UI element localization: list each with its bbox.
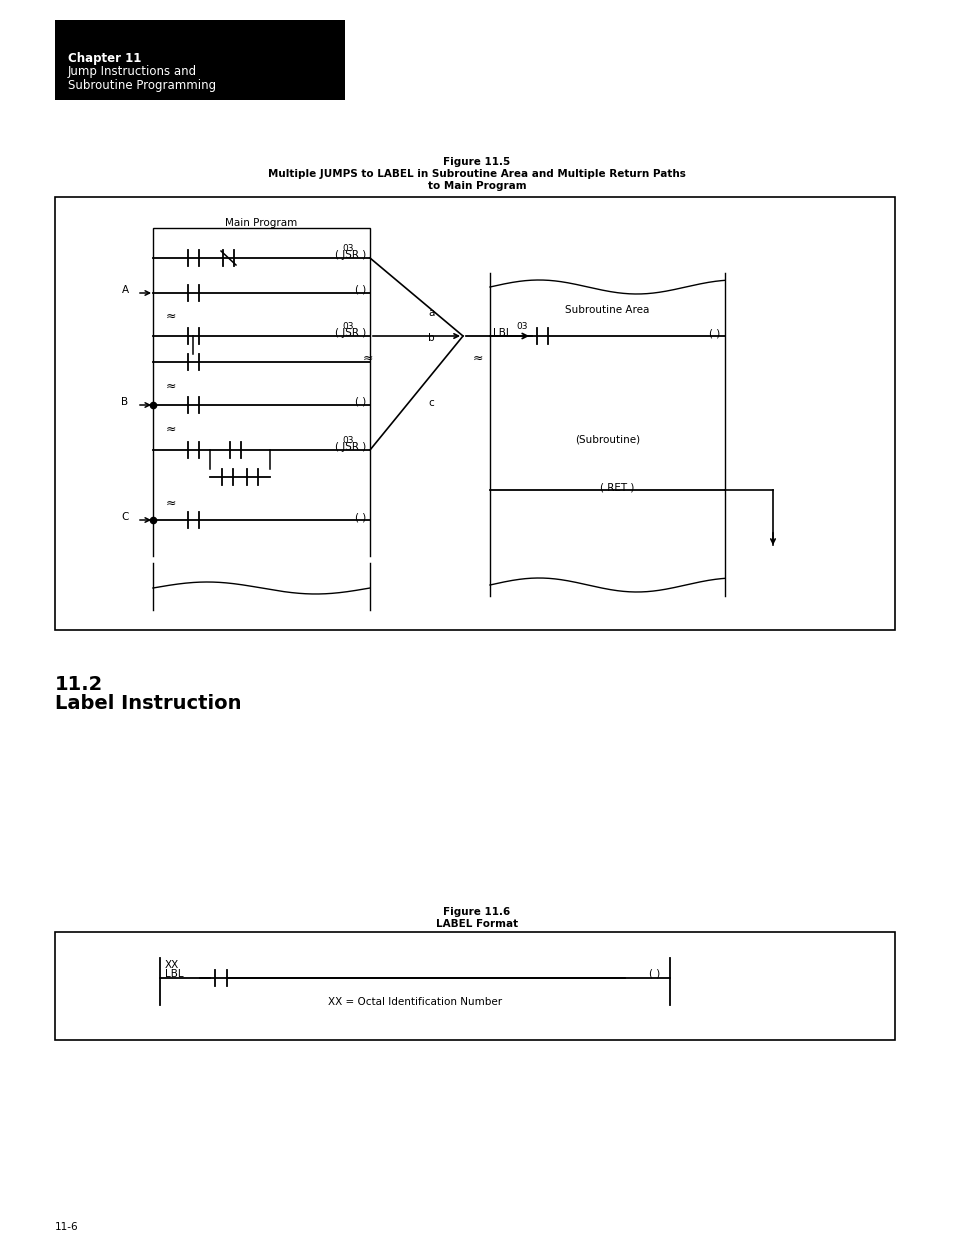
Text: ( ): ( ) xyxy=(355,396,366,408)
Text: 03: 03 xyxy=(516,322,527,331)
Bar xyxy=(490,270,724,600)
Text: ( JSR ): ( JSR ) xyxy=(335,442,366,452)
Text: to Main Program: to Main Program xyxy=(427,182,526,191)
Text: 03: 03 xyxy=(342,245,354,253)
Text: XX = Octal Identification Number: XX = Octal Identification Number xyxy=(328,997,501,1007)
Bar xyxy=(55,932,894,1040)
Text: 03: 03 xyxy=(342,436,354,445)
Text: B: B xyxy=(121,396,129,408)
Text: Jump Instructions and: Jump Instructions and xyxy=(68,65,197,78)
Text: A: A xyxy=(121,285,129,295)
Text: LBL: LBL xyxy=(493,329,511,338)
Text: ≈: ≈ xyxy=(166,380,176,393)
Bar xyxy=(55,198,894,630)
Bar xyxy=(152,228,370,614)
Text: 03: 03 xyxy=(342,322,354,331)
Text: ( ): ( ) xyxy=(355,513,366,522)
Text: ( JSR ): ( JSR ) xyxy=(335,329,366,338)
Text: Multiple JUMPS to LABEL in Subroutine Area and Multiple Return Paths: Multiple JUMPS to LABEL in Subroutine Ar… xyxy=(268,169,685,179)
Text: Chapter 11: Chapter 11 xyxy=(68,52,141,65)
Text: c: c xyxy=(428,398,434,408)
Text: ≈: ≈ xyxy=(362,352,373,366)
Text: Subroutine Area: Subroutine Area xyxy=(565,305,649,315)
Text: LBL: LBL xyxy=(165,969,183,979)
Text: ≈: ≈ xyxy=(166,496,176,510)
Text: ( ): ( ) xyxy=(355,285,366,295)
Text: ≈: ≈ xyxy=(166,310,176,324)
Text: b: b xyxy=(428,333,435,343)
Text: Figure 11.5: Figure 11.5 xyxy=(443,157,510,167)
Text: LABEL Format: LABEL Format xyxy=(436,919,517,929)
Text: ≈: ≈ xyxy=(166,424,176,436)
Text: Figure 11.6: Figure 11.6 xyxy=(443,906,510,918)
Text: ( JSR ): ( JSR ) xyxy=(335,249,366,261)
Bar xyxy=(55,20,345,100)
Text: a: a xyxy=(428,308,434,317)
Text: Main Program: Main Program xyxy=(225,219,297,228)
Text: C: C xyxy=(121,513,129,522)
Text: XX: XX xyxy=(165,960,179,969)
Text: ( RET ): ( RET ) xyxy=(599,482,634,492)
Text: Label Instruction: Label Instruction xyxy=(55,694,241,713)
Text: Subroutine Programming: Subroutine Programming xyxy=(68,79,216,91)
Text: (Subroutine): (Subroutine) xyxy=(575,435,639,445)
Text: 11.2: 11.2 xyxy=(55,676,103,694)
Text: 11-6: 11-6 xyxy=(55,1221,78,1233)
Text: ( ): ( ) xyxy=(649,969,659,979)
Text: ( ): ( ) xyxy=(708,329,720,338)
Text: ≈: ≈ xyxy=(473,352,483,366)
